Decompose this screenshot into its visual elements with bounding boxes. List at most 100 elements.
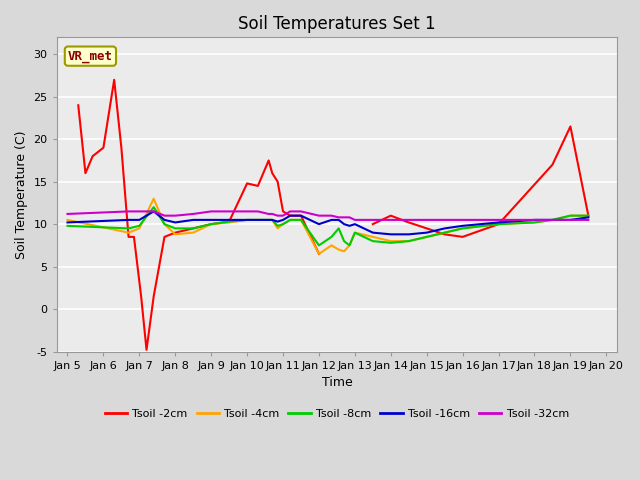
Tsoil -32cm bbox=[254, 208, 262, 214]
Tsoil -4cm bbox=[495, 221, 502, 227]
Tsoil -16cm bbox=[423, 230, 431, 236]
Tsoil -32cm bbox=[369, 217, 377, 223]
Tsoil -16cm bbox=[441, 226, 449, 231]
Tsoil -4cm bbox=[265, 217, 273, 223]
Line: Tsoil -2cm: Tsoil -2cm bbox=[78, 80, 588, 350]
Tsoil -8cm bbox=[297, 217, 305, 223]
Tsoil -4cm bbox=[566, 213, 574, 218]
Tsoil -32cm bbox=[351, 217, 358, 223]
Tsoil -4cm bbox=[548, 217, 556, 223]
X-axis label: Time: Time bbox=[321, 376, 352, 389]
Tsoil -2cm bbox=[118, 145, 125, 151]
Tsoil -16cm bbox=[161, 217, 168, 223]
Tsoil -16cm bbox=[172, 219, 179, 225]
Tsoil -2cm bbox=[286, 213, 294, 218]
Y-axis label: Soil Temperature (C): Soil Temperature (C) bbox=[15, 130, 28, 259]
Tsoil -32cm bbox=[125, 208, 132, 214]
Tsoil -8cm bbox=[265, 217, 273, 223]
Tsoil -32cm bbox=[286, 208, 294, 214]
Tsoil -2cm bbox=[405, 219, 413, 225]
Tsoil -2cm bbox=[584, 213, 592, 218]
Tsoil -16cm bbox=[405, 231, 413, 237]
Tsoil -2cm bbox=[441, 231, 449, 237]
Tsoil -16cm bbox=[125, 217, 132, 223]
Tsoil -8cm bbox=[495, 221, 502, 227]
Text: VR_met: VR_met bbox=[68, 49, 113, 62]
Tsoil -32cm bbox=[584, 217, 592, 223]
Tsoil -4cm bbox=[346, 242, 353, 248]
Tsoil -8cm bbox=[531, 219, 538, 225]
Tsoil -32cm bbox=[297, 208, 305, 214]
Tsoil -4cm bbox=[405, 238, 413, 244]
Tsoil -16cm bbox=[351, 221, 358, 227]
Tsoil -4cm bbox=[340, 249, 348, 254]
Tsoil -16cm bbox=[279, 217, 287, 223]
Tsoil -32cm bbox=[441, 217, 449, 223]
Tsoil -2cm bbox=[268, 170, 276, 176]
Tsoil -4cm bbox=[63, 217, 71, 223]
Tsoil -16cm bbox=[584, 215, 592, 220]
Tsoil -32cm bbox=[495, 217, 502, 223]
Tsoil -16cm bbox=[265, 217, 273, 223]
Tsoil -8cm bbox=[189, 226, 197, 231]
Tsoil -4cm bbox=[161, 221, 168, 227]
Tsoil -4cm bbox=[369, 234, 377, 240]
Tsoil -8cm bbox=[346, 242, 353, 248]
Tsoil -4cm bbox=[335, 247, 342, 252]
Tsoil -8cm bbox=[351, 230, 358, 236]
Tsoil -32cm bbox=[274, 213, 282, 218]
Tsoil -16cm bbox=[254, 217, 262, 223]
Tsoil -2cm bbox=[548, 162, 556, 168]
Tsoil -2cm bbox=[387, 213, 395, 218]
Tsoil -32cm bbox=[189, 211, 197, 217]
Tsoil -4cm bbox=[351, 230, 358, 236]
Tsoil -2cm bbox=[274, 179, 282, 185]
Tsoil -16cm bbox=[459, 223, 467, 229]
Tsoil -4cm bbox=[274, 226, 282, 231]
Tsoil -32cm bbox=[531, 217, 538, 223]
Tsoil -2cm bbox=[74, 102, 82, 108]
Tsoil -8cm bbox=[268, 217, 276, 223]
Tsoil -32cm bbox=[268, 211, 276, 217]
Tsoil -16cm bbox=[387, 231, 395, 237]
Tsoil -16cm bbox=[243, 217, 251, 223]
Tsoil -4cm bbox=[315, 251, 323, 257]
Tsoil -32cm bbox=[340, 215, 348, 220]
Tsoil -4cm bbox=[268, 217, 276, 223]
Tsoil -16cm bbox=[531, 217, 538, 223]
Tsoil -8cm bbox=[254, 217, 262, 223]
Line: Tsoil -4cm: Tsoil -4cm bbox=[67, 199, 588, 254]
Tsoil -16cm bbox=[335, 217, 342, 223]
Line: Tsoil -8cm: Tsoil -8cm bbox=[67, 207, 588, 245]
Tsoil -8cm bbox=[584, 213, 592, 218]
Tsoil -16cm bbox=[548, 217, 556, 223]
Tsoil -32cm bbox=[346, 215, 353, 220]
Tsoil -4cm bbox=[207, 221, 215, 227]
Tsoil -2cm bbox=[82, 170, 90, 176]
Tsoil -2cm bbox=[189, 226, 197, 231]
Tsoil -8cm bbox=[387, 240, 395, 246]
Tsoil -4cm bbox=[125, 230, 132, 236]
Tsoil -8cm bbox=[459, 226, 467, 231]
Tsoil -4cm bbox=[189, 230, 197, 236]
Tsoil -32cm bbox=[566, 217, 574, 223]
Tsoil -4cm bbox=[150, 196, 157, 202]
Tsoil -32cm bbox=[335, 215, 342, 220]
Tsoil -8cm bbox=[63, 223, 71, 229]
Tsoil -8cm bbox=[286, 217, 294, 223]
Tsoil -8cm bbox=[340, 238, 348, 244]
Tsoil -4cm bbox=[286, 217, 294, 223]
Tsoil -8cm bbox=[335, 226, 342, 231]
Tsoil -32cm bbox=[243, 208, 251, 214]
Tsoil -16cm bbox=[369, 230, 377, 236]
Line: Tsoil -32cm: Tsoil -32cm bbox=[67, 211, 588, 220]
Tsoil -32cm bbox=[387, 217, 395, 223]
Tsoil -32cm bbox=[225, 208, 233, 214]
Tsoil -2cm bbox=[130, 234, 138, 240]
Legend: Tsoil -2cm, Tsoil -4cm, Tsoil -8cm, Tsoil -16cm, Tsoil -32cm: Tsoil -2cm, Tsoil -4cm, Tsoil -8cm, Tsoi… bbox=[100, 404, 573, 423]
Tsoil -2cm bbox=[369, 221, 377, 227]
Tsoil -16cm bbox=[340, 221, 348, 227]
Tsoil -32cm bbox=[136, 208, 143, 214]
Tsoil -16cm bbox=[315, 221, 323, 227]
Tsoil -32cm bbox=[63, 211, 71, 217]
